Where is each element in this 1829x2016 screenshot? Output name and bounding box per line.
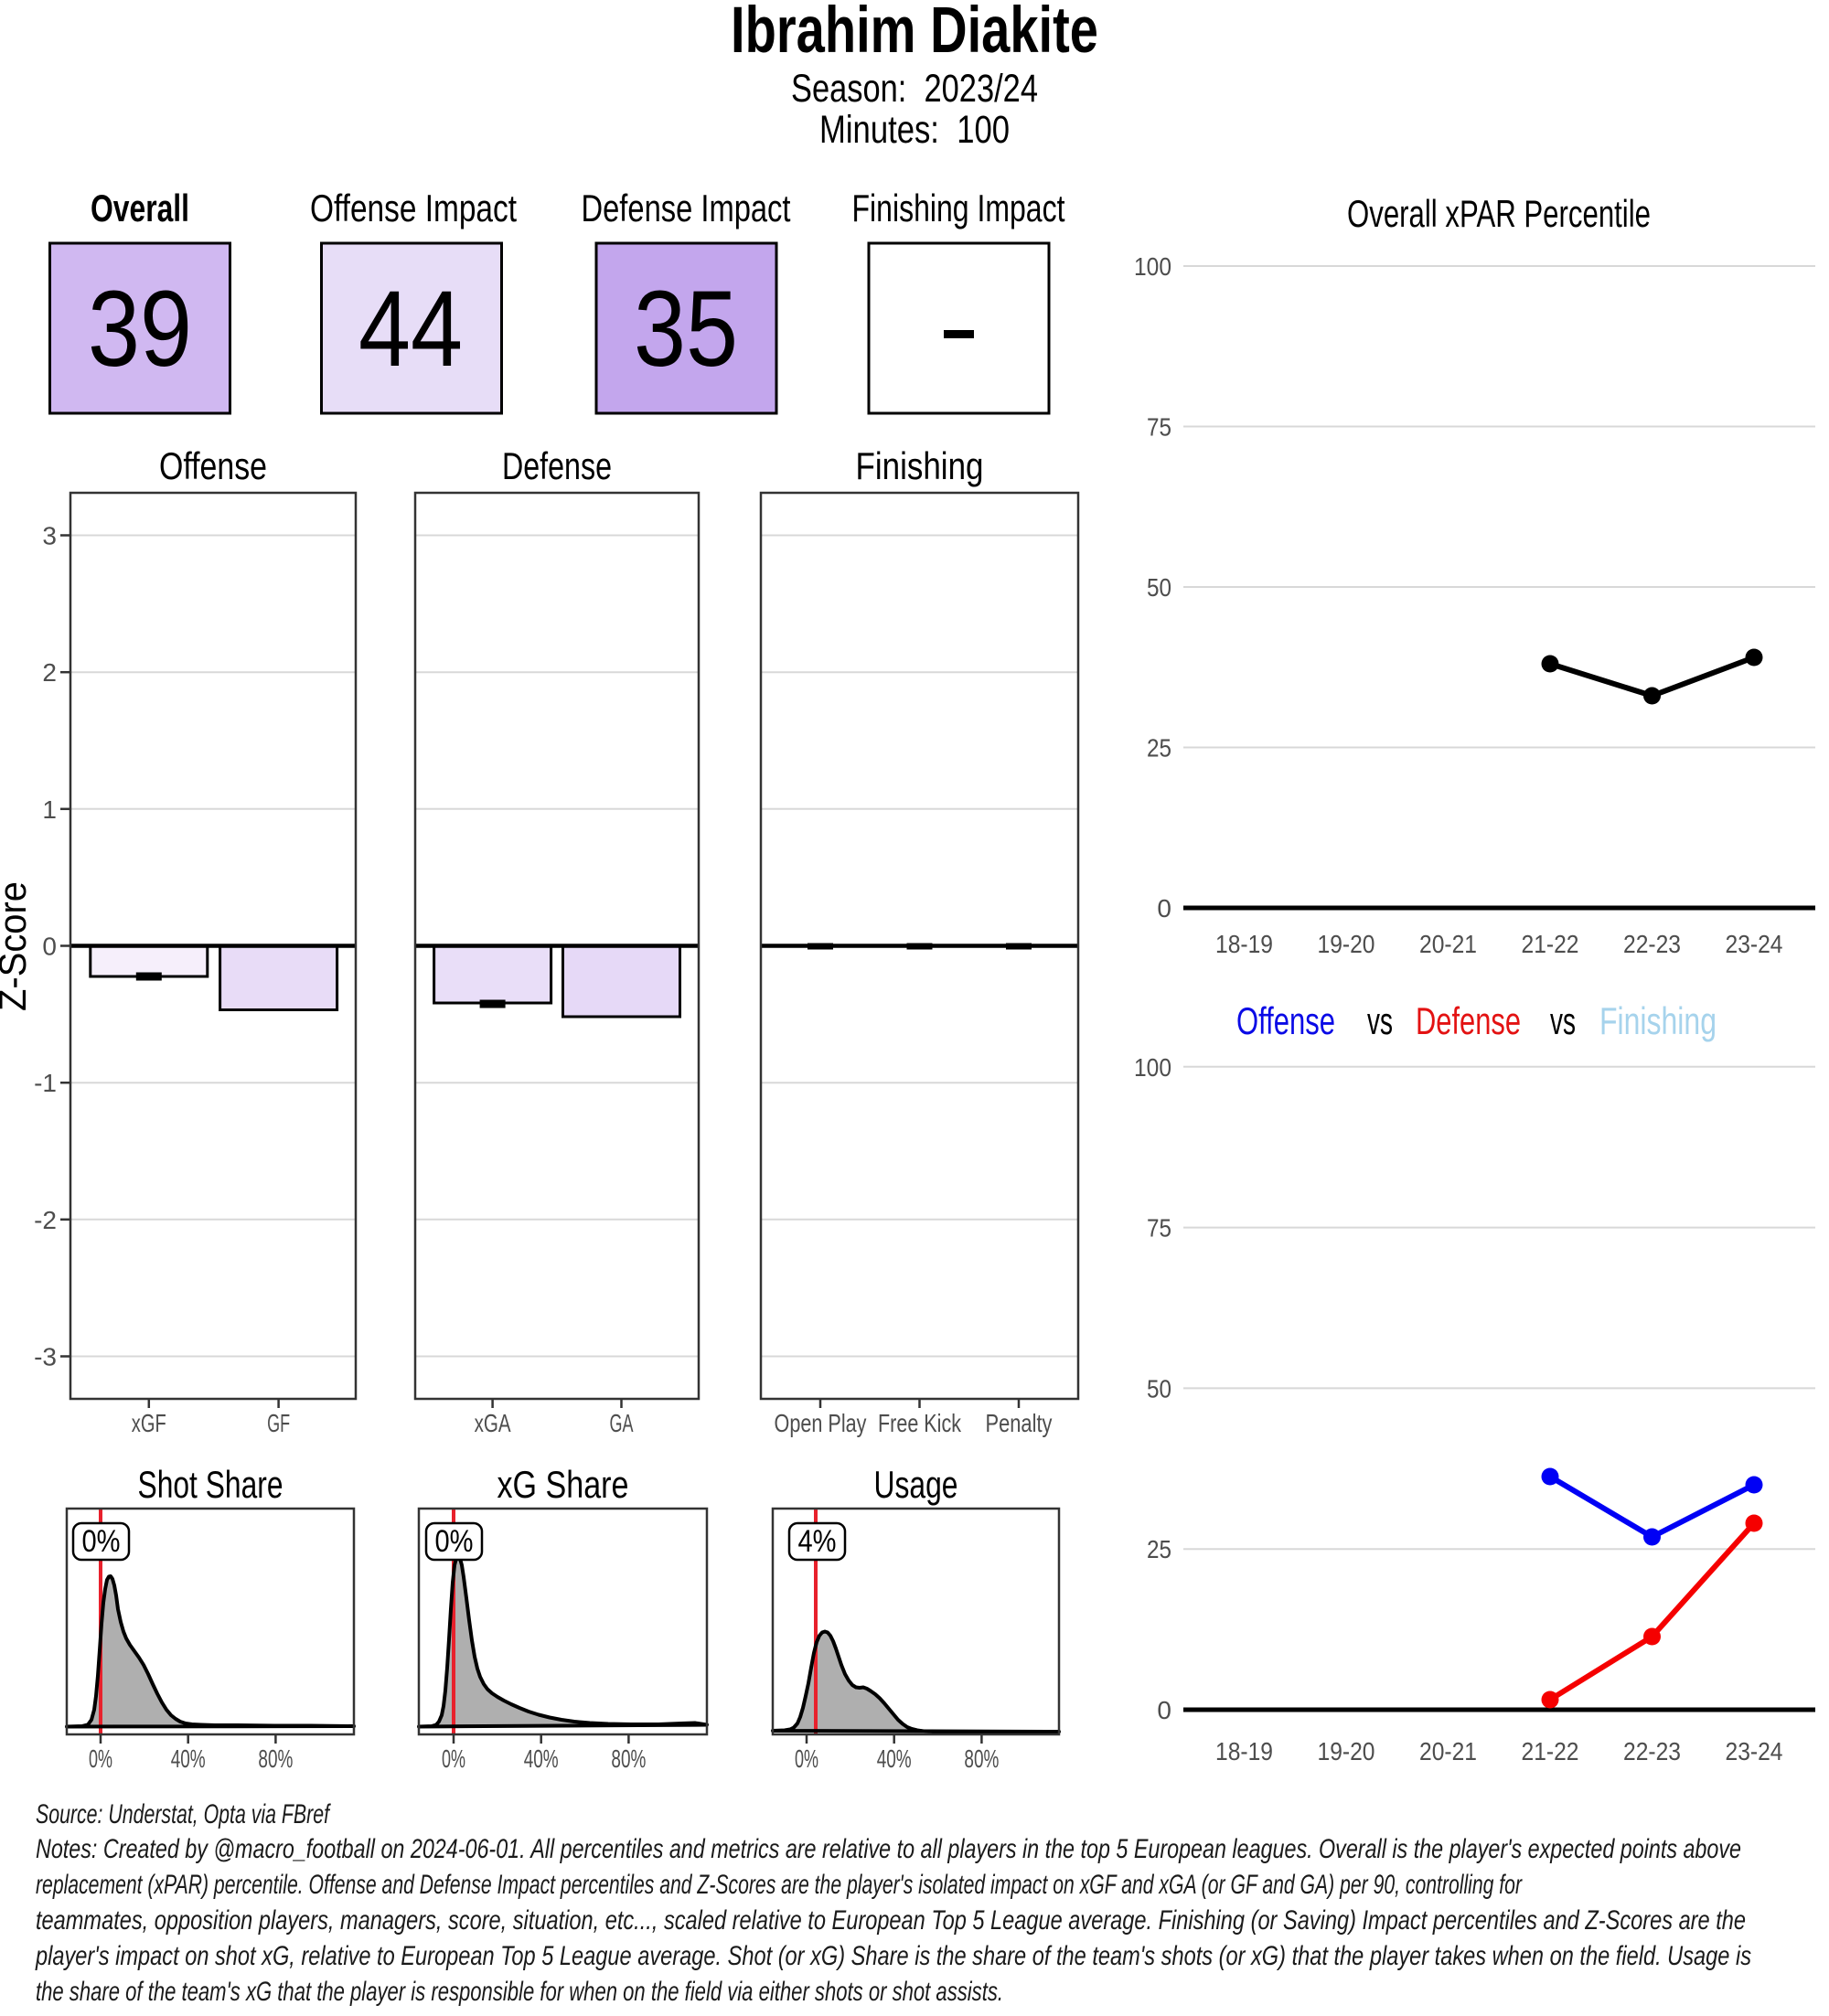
svg-text:Finishing: Finishing (856, 444, 984, 487)
svg-text:Offense: Offense (1236, 999, 1335, 1042)
svg-text:Season: 2023/24: Season: 2023/24 (791, 67, 1038, 111)
svg-text:50: 50 (1147, 1374, 1171, 1403)
svg-text:22-23: 22-23 (1623, 1737, 1681, 1765)
svg-text:Defense: Defense (502, 444, 612, 487)
svg-text:25: 25 (1147, 734, 1171, 763)
svg-text:Offense: Offense (159, 444, 267, 487)
svg-text:23-24: 23-24 (1726, 1737, 1783, 1765)
svg-text:Source: Understat, Opta via FB: Source: Understat, Opta via FBref (36, 1799, 331, 1829)
svg-text:100: 100 (1134, 252, 1171, 281)
svg-text:0%: 0% (435, 1524, 474, 1559)
svg-text:0%: 0% (89, 1744, 112, 1773)
svg-text:40%: 40% (524, 1744, 559, 1773)
svg-text:GF: GF (267, 1409, 290, 1437)
svg-text:Overall xPAR Percentile: Overall xPAR Percentile (1347, 192, 1651, 235)
svg-text:Notes: Created by @macro_footb: Notes: Created by @macro_football on 202… (36, 1834, 1741, 1864)
svg-text:20-21: 20-21 (1419, 1737, 1477, 1765)
svg-text:0%: 0% (82, 1524, 121, 1559)
svg-text:Usage: Usage (874, 1463, 958, 1506)
svg-text:Finishing Impact: Finishing Impact (852, 187, 1065, 229)
svg-text:40%: 40% (171, 1744, 206, 1773)
svg-text:25: 25 (1147, 1535, 1171, 1563)
svg-text:80%: 80% (611, 1744, 646, 1773)
svg-text:Penalty: Penalty (986, 1409, 1053, 1437)
svg-text:xGA: xGA (475, 1409, 511, 1437)
svg-text:3: 3 (42, 521, 57, 549)
svg-text:80%: 80% (964, 1744, 999, 1773)
svg-text:xG Share: xG Share (497, 1463, 629, 1506)
svg-text:44: 44 (358, 269, 463, 389)
svg-text:vs: vs (1367, 999, 1393, 1042)
svg-text:19-20: 19-20 (1318, 1737, 1375, 1765)
svg-text:Open Play: Open Play (775, 1409, 867, 1437)
svg-text:21-22: 21-22 (1522, 1737, 1579, 1765)
svg-text:xGF: xGF (132, 1409, 166, 1437)
svg-text:Overall: Overall (91, 187, 189, 229)
svg-text:22-23: 22-23 (1623, 930, 1681, 958)
svg-text:20-21: 20-21 (1419, 930, 1477, 958)
svg-text:21-22: 21-22 (1522, 930, 1579, 958)
svg-text:0: 0 (42, 933, 57, 961)
svg-text:2: 2 (42, 658, 57, 687)
svg-text:1: 1 (42, 795, 57, 824)
svg-text:0%: 0% (795, 1744, 818, 1773)
svg-text:GA: GA (610, 1409, 634, 1437)
svg-text:teammates, opposition players,: teammates, opposition players, managers,… (36, 1905, 1746, 1936)
svg-text:80%: 80% (258, 1744, 293, 1773)
svg-text:75: 75 (1147, 1214, 1171, 1243)
svg-text:40%: 40% (877, 1744, 912, 1773)
svg-text:replacement (xPAR) percentile.: replacement (xPAR) percentile. Offense a… (36, 1870, 1523, 1900)
svg-text:Defense: Defense (1416, 999, 1521, 1042)
svg-text:Minutes: 100: Minutes: 100 (819, 108, 1010, 152)
svg-text:Shot Share: Shot Share (138, 1463, 283, 1506)
svg-text:Defense Impact: Defense Impact (582, 187, 791, 229)
svg-text:39: 39 (88, 269, 192, 389)
svg-text:50: 50 (1147, 573, 1171, 602)
svg-text:-2: -2 (34, 1206, 57, 1234)
svg-text:19-20: 19-20 (1318, 930, 1375, 958)
svg-text:player's impact on shot xG, re: player's impact on shot xG, relative to … (35, 1941, 1751, 1971)
svg-text:Ibrahim Diakite: Ibrahim Diakite (731, 0, 1098, 67)
svg-text:vs: vs (1550, 999, 1576, 1042)
svg-text:0: 0 (1157, 1696, 1171, 1724)
svg-text:-3: -3 (34, 1343, 57, 1371)
svg-text:75: 75 (1147, 413, 1171, 442)
svg-text:Offense Impact: Offense Impact (310, 187, 517, 229)
svg-text:Free Kick: Free Kick (878, 1409, 962, 1437)
svg-text:0%: 0% (442, 1744, 465, 1773)
svg-text:18-19: 18-19 (1215, 1737, 1273, 1765)
svg-text:-1: -1 (34, 1069, 57, 1097)
svg-text:35: 35 (634, 269, 738, 389)
svg-text:100: 100 (1134, 1053, 1171, 1082)
svg-text:0: 0 (1157, 894, 1171, 923)
svg-text:18-19: 18-19 (1215, 930, 1273, 958)
svg-text:the share of the team's xG tha: the share of the team's xG that the play… (36, 1977, 1003, 2007)
svg-text:23-24: 23-24 (1726, 930, 1783, 958)
svg-text:Z-Score: Z-Score (0, 881, 34, 1011)
svg-text:Finishing: Finishing (1599, 999, 1717, 1042)
svg-text:4%: 4% (798, 1524, 837, 1559)
